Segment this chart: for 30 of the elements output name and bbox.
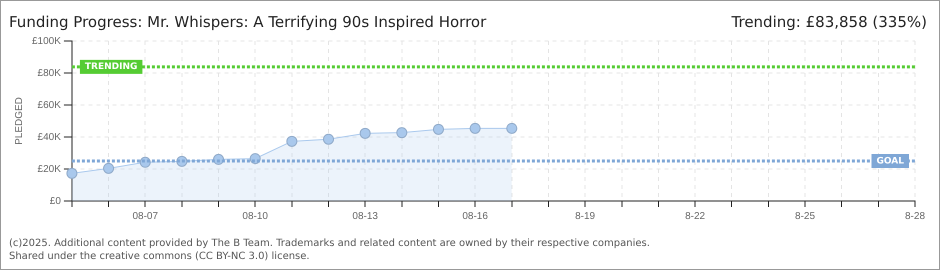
- chart-title: Funding Progress: Mr. Whispers: A Terrifying 90s Inspired Horror: [9, 13, 486, 31]
- y-tick-label: £40K: [38, 132, 62, 143]
- y-tick-label: £80K: [38, 68, 62, 79]
- point: [506, 122, 518, 134]
- point: [360, 128, 371, 139]
- y-tick-label: £0: [50, 196, 62, 207]
- point: [103, 162, 114, 174]
- x-tick-label: 8-25: [795, 210, 816, 222]
- point: [323, 134, 334, 145]
- y-tick-label: £100K: [32, 36, 62, 47]
- x-tick-label: 8-19: [575, 210, 596, 222]
- point: [432, 124, 444, 135]
- point: [66, 168, 78, 179]
- y-tick-label: £60K: [38, 100, 62, 111]
- y-tick-label: £20K: [38, 164, 62, 175]
- text: Shared under the creative commons (CC BY-NC 3.0) license.: [9, 250, 311, 263]
- ref-line-label: TRENDING: [84, 62, 138, 72]
- point: [286, 136, 298, 147]
- point: [470, 122, 481, 134]
- x-tick-label: 08-13: [352, 210, 378, 222]
- point: [396, 127, 408, 138]
- x-tick-label: 08-07: [132, 210, 158, 222]
- y-axis-title: PLEDGED: [14, 97, 25, 145]
- x-tick-label: 8-28: [904, 210, 926, 222]
- x-tick-label: 08-10: [242, 210, 268, 222]
- text: (c)2025. Additional content provided by The B Team. Trademarks and related content are owned by their respective companies.: [9, 237, 650, 250]
- x-tick-label: 08-16: [462, 210, 488, 222]
- ref-line-label: GOAL: [876, 156, 904, 166]
- x-tick-label: 8-22: [685, 210, 706, 222]
- text: Trending: £83,858 (335%): [732, 13, 927, 31]
